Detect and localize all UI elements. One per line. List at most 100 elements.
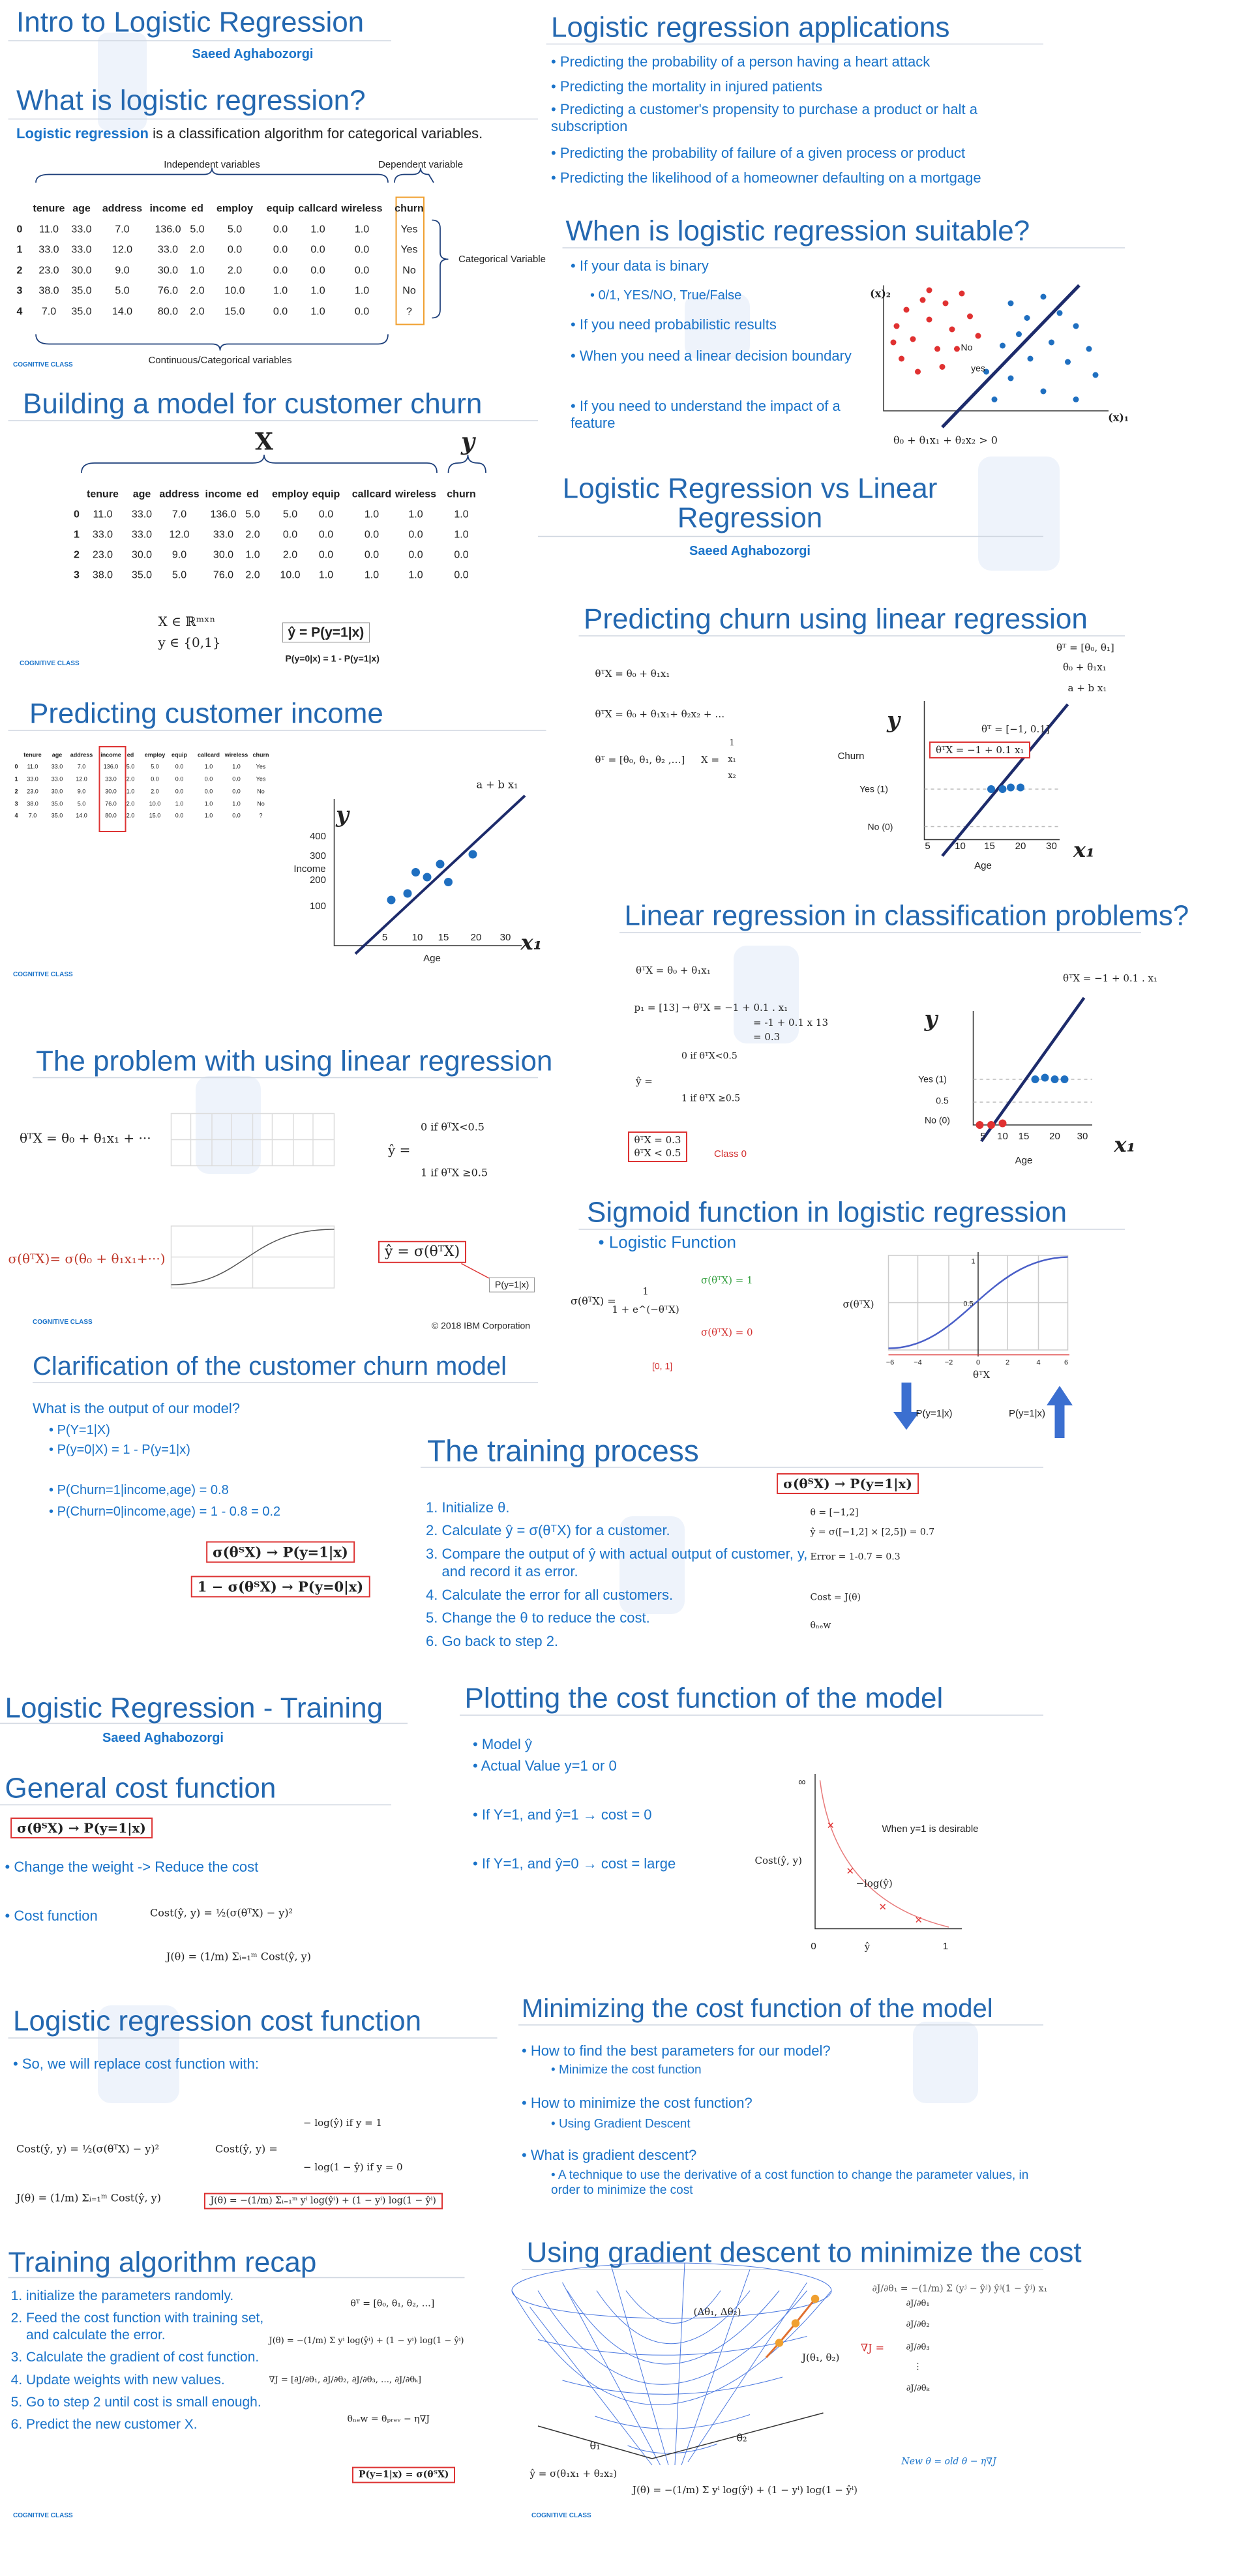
- bullets: If you need to understand the impact of …: [571, 398, 864, 432]
- xticks: 5: [925, 840, 931, 852]
- column-header: callcard: [298, 203, 338, 215]
- bullets: Predicting a customer's propensity to pu…: [551, 101, 1027, 136]
- xticks: 20: [1049, 1130, 1060, 1142]
- brace: [35, 168, 389, 183]
- cell: 2.0: [151, 788, 159, 795]
- title: Predicting churn using linear regression: [584, 603, 1088, 635]
- step: Change the θ to reduce the cost.: [442, 1609, 833, 1627]
- cell: 9.0: [171, 548, 187, 560]
- calc: θᵀX = −1 + 0.1 . x₁: [693, 1002, 788, 1013]
- point: [1049, 339, 1054, 346]
- point: [890, 339, 897, 346]
- point: [939, 364, 946, 370]
- theta-val: θᵀ = [−1, 0.1]: [981, 723, 1050, 735]
- column-header: ed: [246, 488, 259, 500]
- brand: COGNITIVE CLASS: [13, 971, 73, 978]
- xticks: 5: [381, 931, 388, 943]
- step-point: [811, 2294, 820, 2303]
- axis: [883, 285, 1109, 412]
- yes: yes: [971, 363, 985, 374]
- formula: Logistic regression is a classification …: [16, 125, 483, 142]
- point: [1056, 310, 1063, 316]
- yes: Yes (1): [918, 1073, 947, 1085]
- copyright: © 2018 IBM Corporation: [431, 1320, 531, 1331]
- title: Intro to Logistic Regression: [16, 6, 365, 38]
- step: Compare the output of ŷ with actual outp…: [442, 1545, 833, 1581]
- mesh: [511, 2262, 832, 2466]
- cell: 0.0: [204, 788, 213, 795]
- cell: 1.0: [232, 763, 241, 770]
- case1: 1 if θᵀX ≥0.5: [421, 1165, 488, 1178]
- decor: [0, 33, 1141, 2466]
- bullets: P(Churn=1|income,age) = 0.8: [49, 1482, 229, 1498]
- cell: 0.0: [354, 264, 370, 276]
- mesh: [537, 2336, 807, 2454]
- eq: θᵀX = θ₀ + θ₁x₁ + ···: [20, 1130, 151, 1146]
- point: [468, 850, 477, 859]
- result: θᵀX = 0.3: [634, 1134, 681, 1146]
- column-header: churn: [395, 203, 424, 215]
- ylab: σ(θᵀX): [842, 1298, 874, 1310]
- cell: 5.0: [227, 223, 243, 235]
- p-right: P(y=1|x): [1009, 1407, 1045, 1419]
- cell: 0.0: [318, 508, 334, 520]
- xticks: 30: [499, 931, 511, 943]
- y: y: [887, 707, 900, 734]
- title: Minimizing the cost function of the mode…: [522, 1994, 993, 2023]
- column-header: tenure: [23, 751, 42, 758]
- x-axis: Age: [423, 953, 441, 964]
- j-old: J(θ) = (1/m) Σᵢ₌₁ᵐ Cost(ŷ, y): [16, 2191, 161, 2204]
- yhat: ŷ =: [636, 1075, 653, 1087]
- arrow: [1047, 1386, 1073, 1405]
- cell: 5.0: [115, 285, 130, 297]
- brace: [447, 455, 486, 473]
- cell: 2.0: [227, 264, 243, 276]
- yhat: ŷ = σ(θ₁x₁ + θ₂x₂): [529, 2467, 618, 2479]
- point: [1031, 1073, 1069, 1083]
- cell: 0.0: [454, 569, 469, 580]
- axis: Churn: [837, 751, 865, 762]
- point: [910, 336, 916, 342]
- brace: [81, 455, 438, 473]
- point: [1092, 372, 1099, 378]
- point: [1073, 323, 1079, 329]
- bullets: Predicting the probability of failure of…: [551, 145, 1027, 162]
- cell: 0.0: [364, 528, 380, 540]
- a: Using Gradient Descent: [551, 2117, 1032, 2132]
- point: [983, 368, 989, 375]
- cell: 0.0: [408, 528, 423, 540]
- cell: 1: [16, 244, 23, 256]
- cell: 33.0: [131, 528, 153, 540]
- point: [967, 313, 973, 320]
- step: Initialize θ.: [442, 1499, 833, 1517]
- cell: 11.0: [39, 223, 59, 235]
- title-lines: Logistic Regression vs Linear: [562, 472, 938, 505]
- point: [954, 346, 960, 352]
- author: Saeed Aghabozorgi: [192, 46, 314, 61]
- t1: θ₁: [589, 2439, 601, 2452]
- q: What is gradient descent?: [522, 2147, 696, 2164]
- cell: 1.0: [204, 812, 213, 819]
- descent-path: [765, 2298, 816, 2358]
- symbol: →: [63, 1820, 84, 1836]
- column-header: ed: [191, 203, 203, 215]
- grid: [171, 1226, 335, 1288]
- cell: 0.0: [454, 548, 469, 560]
- mesh: [529, 2262, 807, 2466]
- case0: 0 if θᵀX<0.5: [421, 1120, 484, 1133]
- cell: No: [257, 800, 265, 807]
- boxed: ŷ = σ(θᵀX): [378, 1240, 467, 1264]
- cell: 2.0: [190, 244, 205, 256]
- ylab: Cost(ŷ, y): [754, 1854, 802, 1866]
- bullets: Actual Value y=1 or 0: [473, 1757, 617, 1774]
- highlight: [98, 746, 127, 832]
- cell: 2: [14, 788, 18, 795]
- grad-lhs: ∇J =: [861, 2341, 885, 2354]
- bullets: If Y=1, and ŷ=0 → cost = large: [473, 1855, 676, 1872]
- step: Calculate the gradient of cost function.: [26, 2349, 284, 2366]
- point: [1024, 315, 1030, 321]
- a: Minimize the cost function: [551, 2063, 1032, 2078]
- title: Linear regression in classification prob…: [624, 899, 1189, 932]
- bullets: If you need probabilistic results: [571, 316, 777, 333]
- side: ŷ = σ([−1,2] × [2,5]) = 0.7: [810, 1527, 935, 1538]
